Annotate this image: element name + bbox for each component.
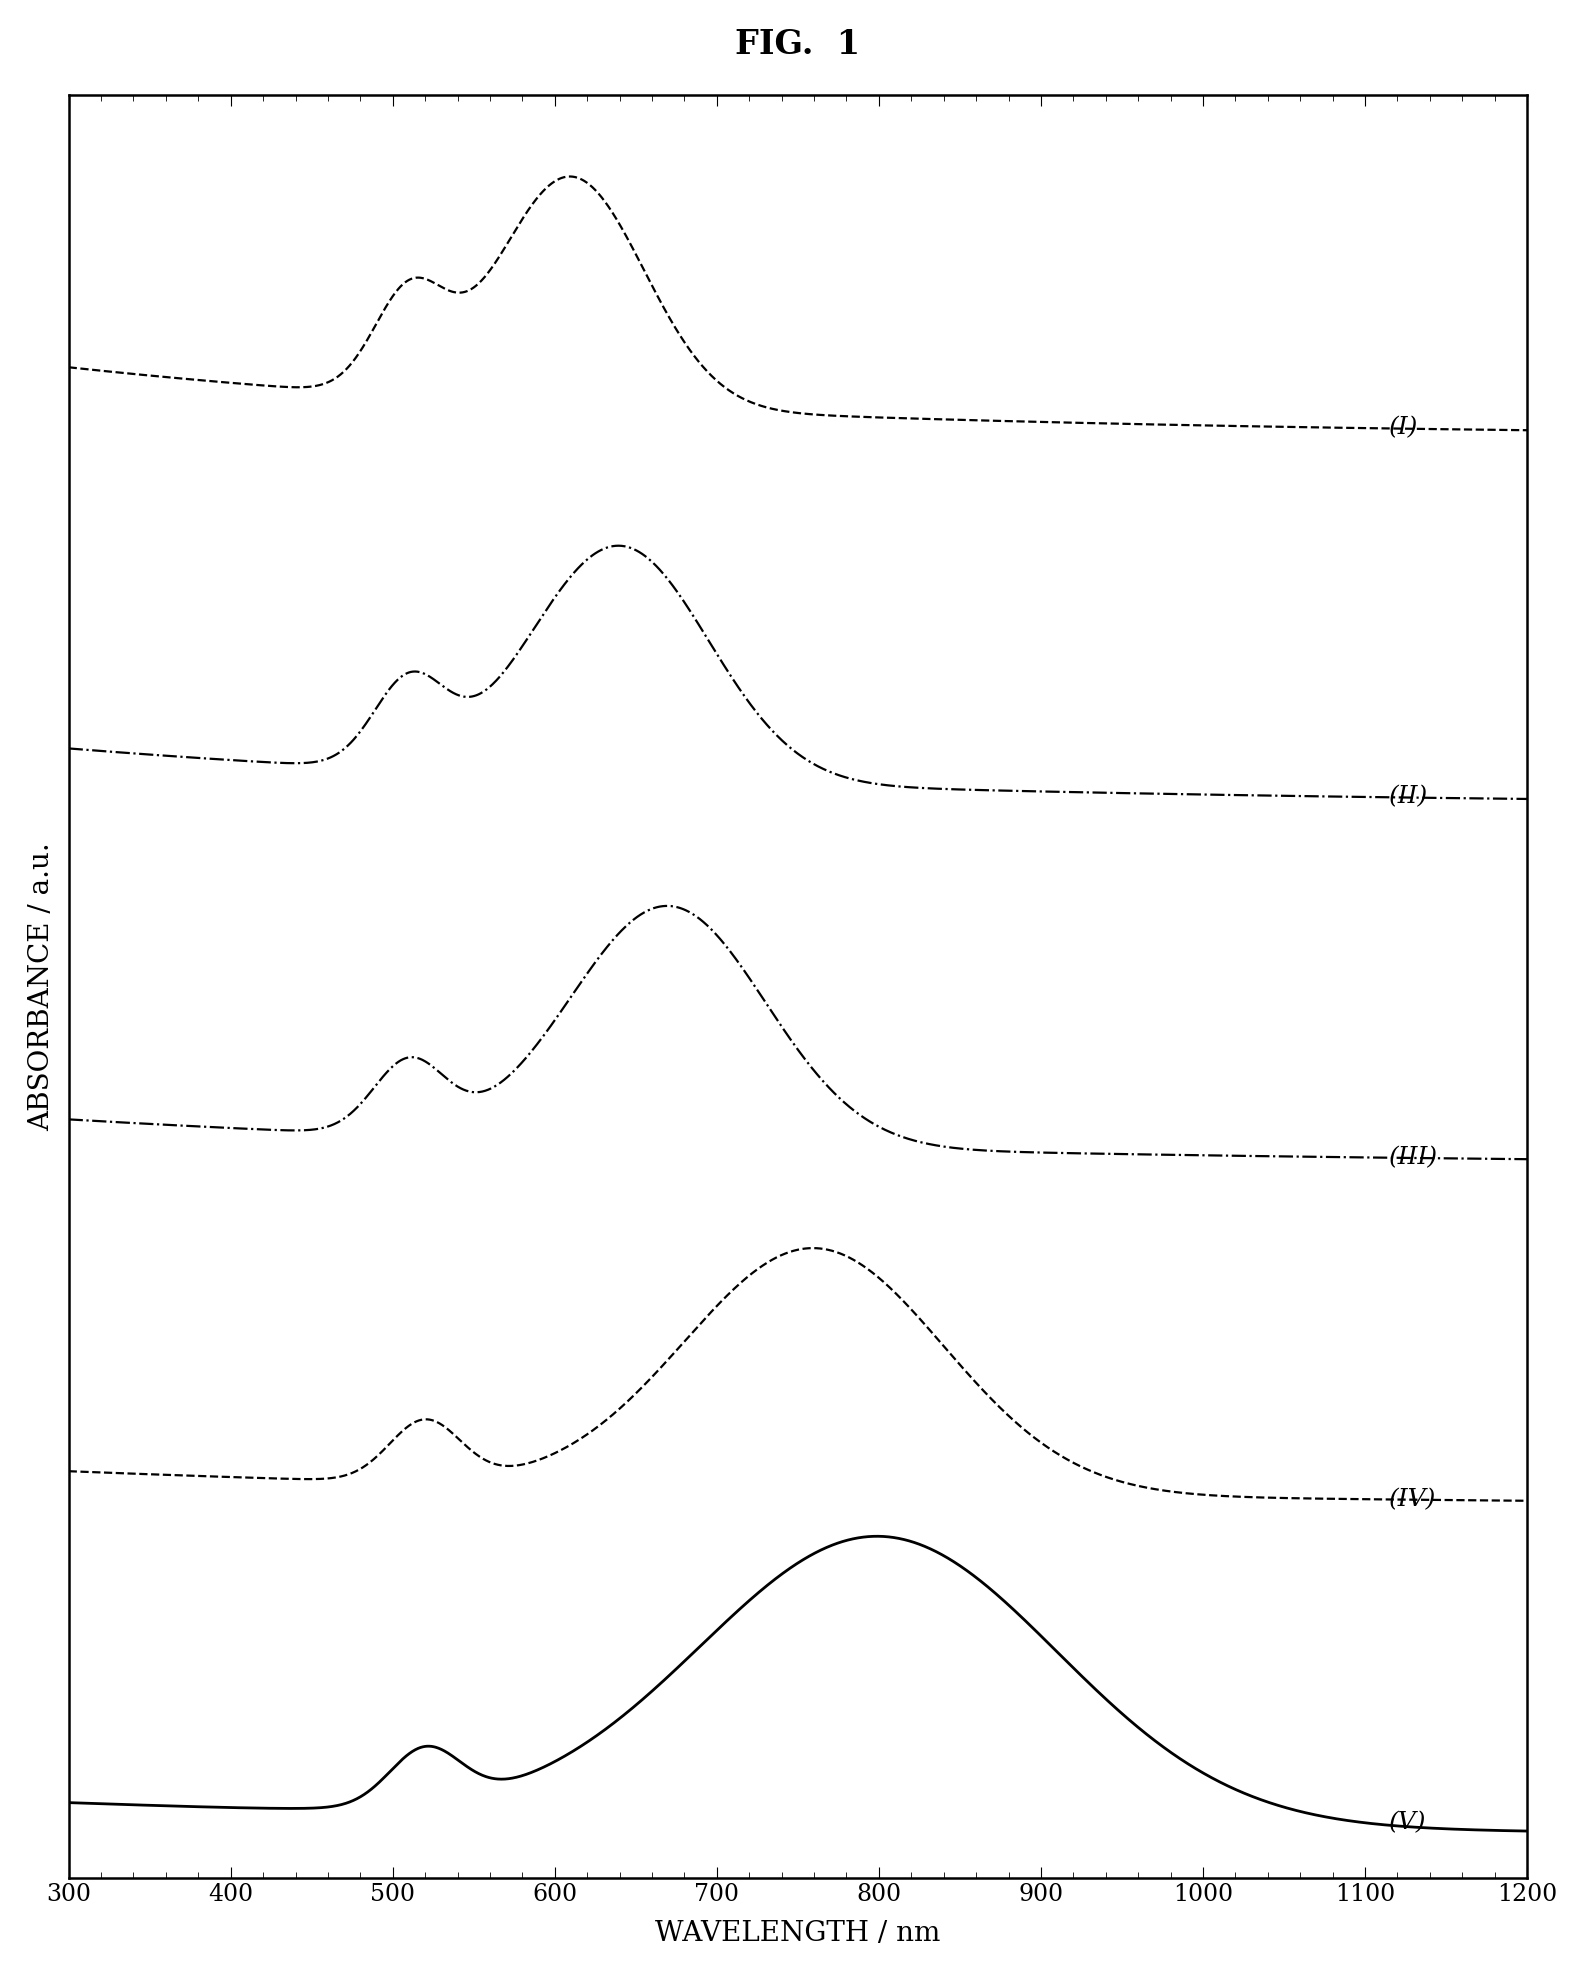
Title: FIG.  1: FIG. 1 — [735, 28, 861, 61]
Y-axis label: ABSORBANCE / a.u.: ABSORBANCE / a.u. — [29, 843, 55, 1132]
Text: (III): (III) — [1390, 1146, 1439, 1169]
Text: (V): (V) — [1390, 1811, 1426, 1835]
Text: (I): (I) — [1390, 417, 1419, 440]
Text: (IV): (IV) — [1390, 1487, 1436, 1511]
X-axis label: WAVELENGTH / nm: WAVELENGTH / nm — [655, 1920, 940, 1947]
Text: (II): (II) — [1390, 786, 1428, 808]
